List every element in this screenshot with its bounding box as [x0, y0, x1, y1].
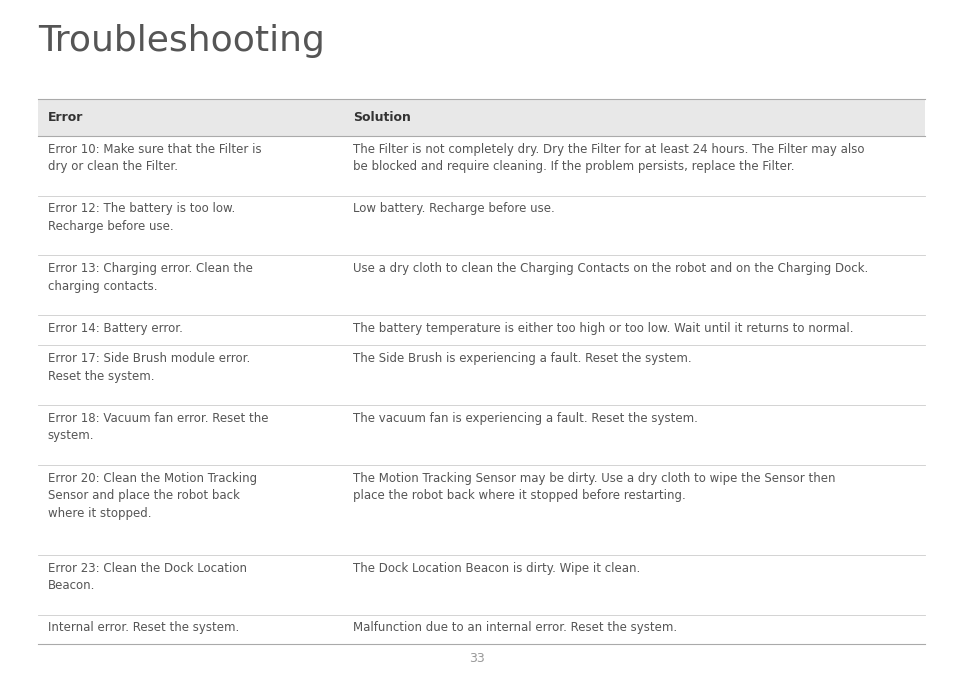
Text: Error: Error	[48, 110, 83, 124]
Text: Malfunction due to an internal error. Reset the system.: Malfunction due to an internal error. Re…	[353, 621, 677, 634]
Text: Error 18: Vacuum fan error. Reset the
system.: Error 18: Vacuum fan error. Reset the sy…	[48, 412, 268, 443]
Text: Error 13: Charging error. Clean the
charging contacts.: Error 13: Charging error. Clean the char…	[48, 263, 253, 293]
Text: The Side Brush is experiencing a fault. Reset the system.: The Side Brush is experiencing a fault. …	[353, 352, 691, 365]
Text: The Motion Tracking Sensor may be dirty. Use a dry cloth to wipe the Sensor then: The Motion Tracking Sensor may be dirty.…	[353, 472, 835, 502]
Text: The vacuum fan is experiencing a fault. Reset the system.: The vacuum fan is experiencing a fault. …	[353, 412, 698, 425]
Text: Error 14: Battery error.: Error 14: Battery error.	[48, 322, 182, 335]
Text: Internal error. Reset the system.: Internal error. Reset the system.	[48, 621, 238, 634]
Text: Error 17: Side Brush module error.
Reset the system.: Error 17: Side Brush module error. Reset…	[48, 352, 250, 383]
Text: 33: 33	[469, 652, 484, 665]
Text: Use a dry cloth to clean the Charging Contacts on the robot and on the Charging : Use a dry cloth to clean the Charging Co…	[353, 263, 867, 276]
Text: Error 12: The battery is too low.
Recharge before use.: Error 12: The battery is too low. Rechar…	[48, 203, 234, 233]
Text: Error 20: Clean the Motion Tracking
Sensor and place the robot back
where it sto: Error 20: Clean the Motion Tracking Sens…	[48, 472, 256, 520]
Text: Error 23: Clean the Dock Location
Beacon.: Error 23: Clean the Dock Location Beacon…	[48, 561, 247, 592]
Text: Troubleshooting: Troubleshooting	[38, 24, 325, 58]
Text: Low battery. Recharge before use.: Low battery. Recharge before use.	[353, 203, 554, 216]
Text: Solution: Solution	[353, 110, 411, 124]
Text: The Dock Location Beacon is dirty. Wipe it clean.: The Dock Location Beacon is dirty. Wipe …	[353, 561, 639, 574]
Text: The battery temperature is either too high or too low. Wait until it returns to : The battery temperature is either too hi…	[353, 322, 853, 335]
Text: The Filter is not completely dry. Dry the Filter for at least 24 hours. The Filt: The Filter is not completely dry. Dry th…	[353, 143, 863, 173]
Text: Error 10: Make sure that the Filter is
dry or clean the Filter.: Error 10: Make sure that the Filter is d…	[48, 143, 261, 173]
Bar	[38, 99, 924, 136]
